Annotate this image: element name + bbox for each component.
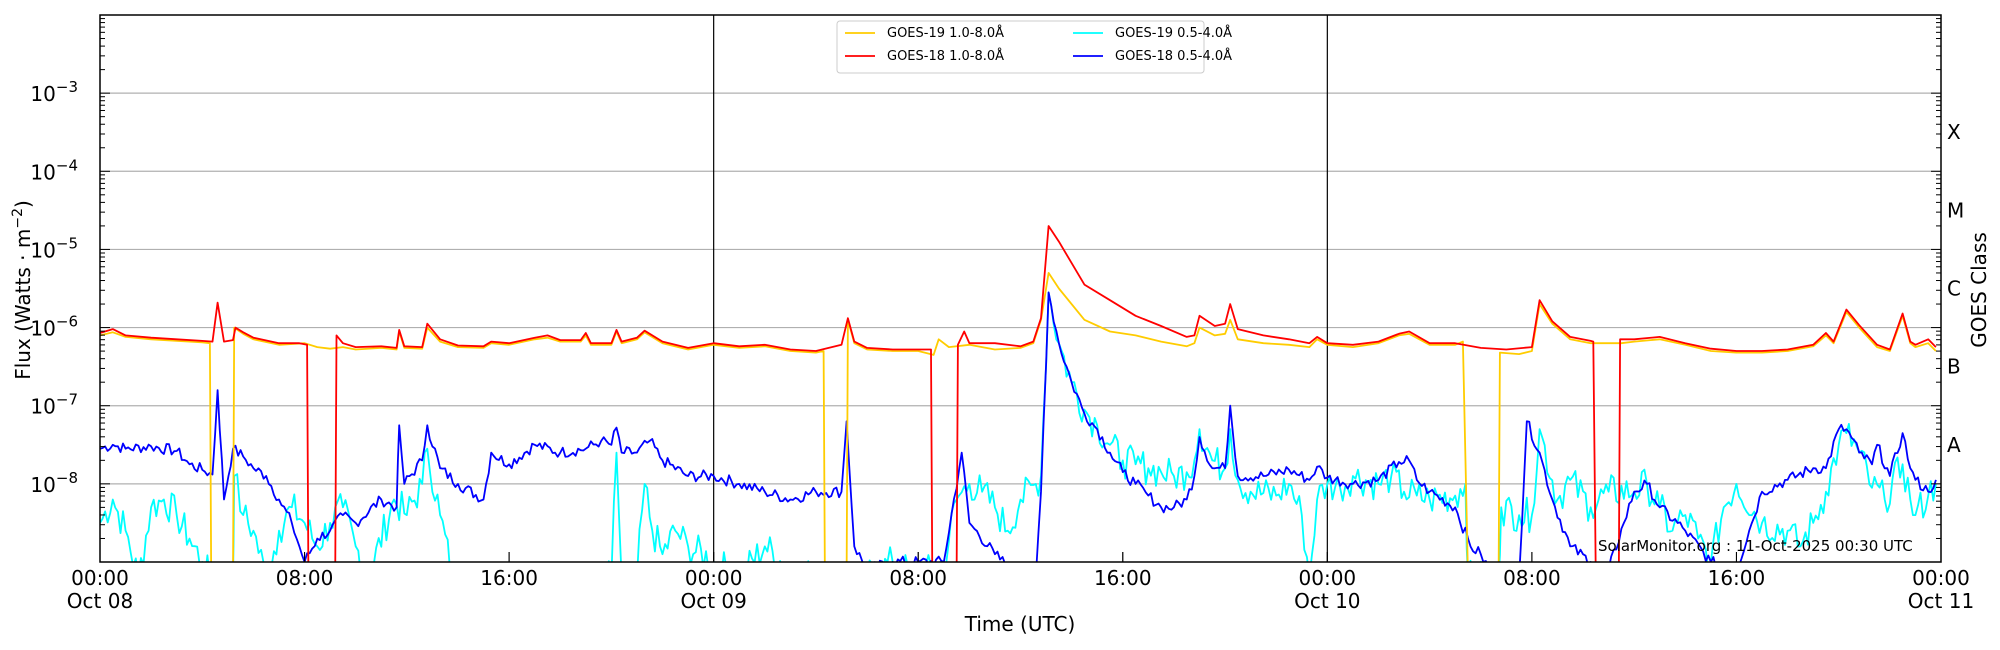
x-tick-time-label: 16:00 (1094, 566, 1152, 590)
x-tick-time-label: 08:00 (1503, 566, 1561, 590)
x-tick-time-label: 16:00 (1708, 566, 1766, 590)
right-axis-title: GOES Class (1967, 232, 1991, 348)
x-tick-time-label: 08:00 (889, 566, 947, 590)
y-axis-title: Flux (Watts · m−2) (10, 200, 35, 380)
y-tick-label: 10−4 (30, 156, 78, 184)
legend-label: GOES-18 1.0-8.0Å (887, 48, 1004, 64)
x-axis-title: Time (UTC) (964, 612, 1076, 636)
y-axis-ticks: 10−3 10−4 10−5 10−6 10−7 10−8 (30, 14, 1941, 563)
x-tick-time-label: 16:00 (480, 566, 538, 590)
x-tick-time-label: 08:00 (276, 566, 334, 590)
goes-class-axis: X M C B A (1947, 120, 1964, 457)
y-tick-label: 10−6 (30, 313, 78, 341)
goes-class-label: X (1947, 120, 1961, 144)
x-tick-date-label: Oct 09 (680, 589, 746, 613)
goes-class-label: C (1947, 277, 1961, 301)
legend-label: GOES-18 0.5-4.0Å (1115, 48, 1232, 64)
goes-class-label: A (1947, 433, 1961, 457)
y-tick-label: 10−7 (30, 391, 78, 419)
x-tick-date-label: Oct 10 (1294, 589, 1360, 613)
legend-label: GOES-19 0.5-4.0Å (1115, 25, 1232, 41)
x-tick-time-label: 00:00 (71, 566, 129, 590)
x-tick-time-label: 00:00 (1912, 566, 1970, 590)
legend-box (836, 20, 1205, 74)
goes-class-label: B (1947, 355, 1961, 379)
y-tick-label: 10−8 (30, 469, 78, 497)
y-axis-title-close: ) (11, 200, 35, 208)
legend-label: GOES-19 1.0-8.0Å (887, 25, 1004, 41)
y-tick-label: 10−5 (30, 234, 78, 262)
data-series-group (100, 225, 1937, 562)
x-tick-date-label: Oct 11 (1908, 589, 1974, 613)
y-axis-title-main: Flux (Watts · m (11, 229, 35, 380)
x-tick-time-label: 00:00 (685, 566, 743, 590)
series-line-goes-18-0-5-4-0- (100, 291, 1937, 562)
x-tick-time-label: 00:00 (1299, 566, 1357, 590)
series-line-goes-18-1-0-8-0- (100, 225, 1937, 562)
goes-class-label: M (1947, 198, 1964, 222)
horizontal-gridlines (100, 92, 1941, 485)
series-line-goes-19-0-5-4-0- (100, 291, 1937, 562)
y-tick-label: 10−3 (30, 78, 78, 106)
plot-frame (99, 14, 1942, 563)
day-boundary-lines (713, 15, 1328, 562)
solarmonitor-watermark: SolarMonitor.org : 11-Oct-2025 00:30 UTC (1598, 537, 1913, 555)
y-axis-title-exponent: −2 (10, 208, 26, 229)
x-tick-date-label: Oct 08 (67, 589, 133, 613)
legend: GOES-19 1.0-8.0Å GOES-19 0.5-4.0Å GOES-18 … (836, 20, 1232, 74)
